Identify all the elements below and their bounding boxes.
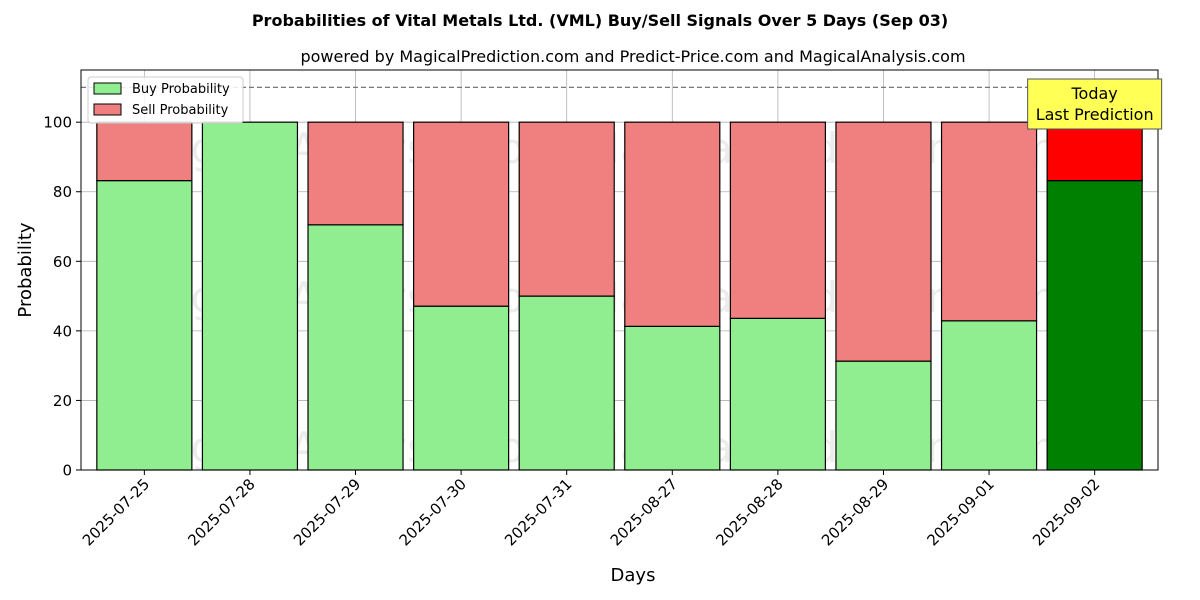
sell-bar: [413, 121, 510, 307]
y-axis-label: Probability: [15, 222, 36, 317]
y-tick-label: 0: [62, 462, 72, 480]
x-axis-label: Days: [611, 565, 656, 586]
y-tick-label: 60: [53, 253, 72, 271]
chart-subtitle: powered by MagicalPrediction.com and Pre…: [300, 47, 965, 66]
buy-bar: [940, 320, 1038, 471]
chart-title: Probabilities of Vital Metals Ltd. (VML)…: [252, 11, 948, 30]
plot-frame: [80, 69, 1159, 471]
y-tick-label: 80: [53, 183, 72, 201]
legend-swatch: [93, 103, 122, 116]
buy-bar: [201, 121, 299, 471]
buy-bar: [413, 305, 510, 471]
y-tick-label: 100: [43, 114, 72, 132]
bars: [96, 121, 1143, 471]
sell-bar: [1046, 121, 1143, 182]
y-tick-label: 40: [53, 322, 72, 340]
buy-bar: [518, 295, 615, 471]
legend-swatch: [93, 82, 122, 95]
legend-box: [87, 76, 244, 124]
buy-bar: [624, 325, 721, 471]
sell-bar: [835, 121, 932, 362]
buy-bar: [1046, 180, 1143, 471]
legend-label: Buy Probability: [132, 82, 230, 97]
buy-bar: [835, 360, 932, 471]
sell-bar: [96, 121, 193, 182]
annotation-text: Today: [1071, 84, 1118, 103]
y-tick-label: 20: [53, 392, 72, 410]
legend-label: Sell Probability: [132, 103, 229, 118]
annotation-text: Last Prediction: [1036, 105, 1154, 124]
annotation: Today Last Prediction: [1027, 78, 1163, 130]
sell-bar: [940, 121, 1038, 322]
buy-bar: [729, 317, 826, 471]
buy-bar: [96, 180, 193, 471]
sell-bar: [518, 121, 615, 297]
sell-bar: [307, 121, 404, 226]
sell-bar: [729, 121, 826, 319]
legend: Buy Probability Sell Probability: [87, 76, 244, 124]
sell-bar: [624, 121, 721, 327]
buy-bar: [307, 224, 404, 471]
annotation-box: [1027, 78, 1163, 130]
